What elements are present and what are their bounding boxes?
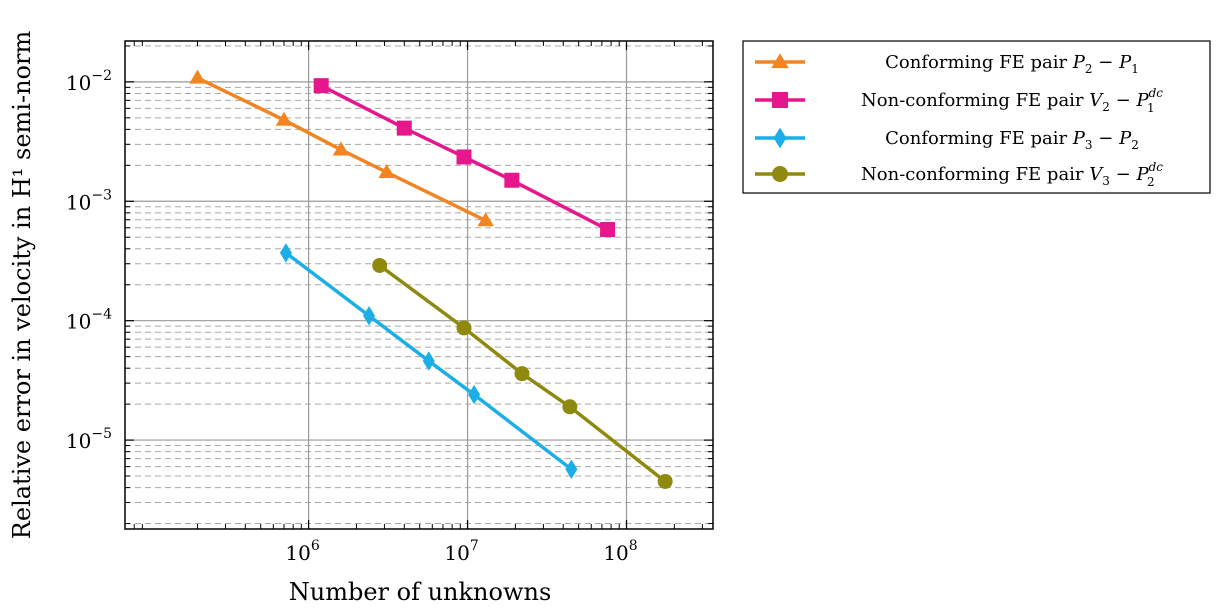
data-point	[504, 172, 520, 188]
data-point	[456, 320, 472, 336]
legend-swatch-marker	[772, 92, 788, 108]
data-point	[189, 69, 206, 84]
tick-labels: 10−2 10−3 10−4 10−5 106 107 108	[66, 68, 638, 565]
data-point	[313, 78, 329, 94]
y-tick-label: 10−3	[66, 187, 112, 214]
x-tick-label: 107	[444, 538, 478, 565]
x-tick-label: 108	[603, 538, 637, 565]
y-axis-label: Relative error in velocity in H¹ semi-no…	[8, 31, 36, 540]
legend-swatch-marker	[772, 166, 788, 182]
data-point	[332, 141, 350, 156]
data-point	[562, 399, 578, 415]
major-grid	[125, 41, 713, 529]
legend-frame	[742, 40, 1211, 194]
legend-label: Non-conforming FE pair V2 − Pdc 1	[861, 86, 1163, 115]
data-point	[468, 384, 481, 405]
data-point	[279, 243, 292, 263]
data-point	[396, 120, 412, 136]
legend-label: Conforming FE pair P2 − P1	[885, 52, 1139, 76]
data-point	[565, 459, 578, 479]
legend-entry-3: Conforming FE pair P3 − P2	[755, 127, 1139, 152]
legend: Conforming FE pair P2 − P1 Non-conforming…	[742, 40, 1211, 194]
x-tick-label: 106	[285, 538, 319, 565]
data-point	[514, 366, 530, 382]
y-tick-label: 10−5	[66, 426, 112, 453]
legend-label: Conforming FE pair P3 − P2	[885, 128, 1139, 152]
data-point	[456, 149, 472, 165]
tick-marks	[124, 41, 713, 529]
series-1	[189, 69, 494, 227]
series-2	[313, 78, 616, 238]
y-tick-label: 10−4	[66, 307, 112, 334]
data-point	[363, 305, 376, 326]
data-point	[600, 222, 616, 238]
legend-entry-1: Conforming FE pair P2 − P1	[755, 52, 1139, 76]
series-3	[279, 243, 578, 479]
legend-label: Non-conforming FE pair V3 − Pdc 2	[861, 160, 1163, 189]
legend-swatch-marker	[771, 53, 789, 69]
legend-entry-4: Non-conforming FE pair V3 − Pdc 2	[755, 160, 1163, 189]
data-point	[275, 111, 293, 126]
series-group	[189, 69, 673, 489]
series-4	[372, 257, 673, 489]
legend-entry-2: Non-conforming FE pair V2 − Pdc 1	[755, 86, 1163, 115]
data-point	[422, 351, 435, 371]
legend-swatch-marker	[773, 127, 787, 149]
x-axis-label: Number of unknowns	[289, 578, 552, 606]
y-tick-label: 10−2	[66, 68, 112, 95]
data-point	[372, 257, 388, 273]
data-point	[477, 212, 494, 227]
data-point	[657, 473, 673, 489]
data-point	[378, 164, 395, 179]
